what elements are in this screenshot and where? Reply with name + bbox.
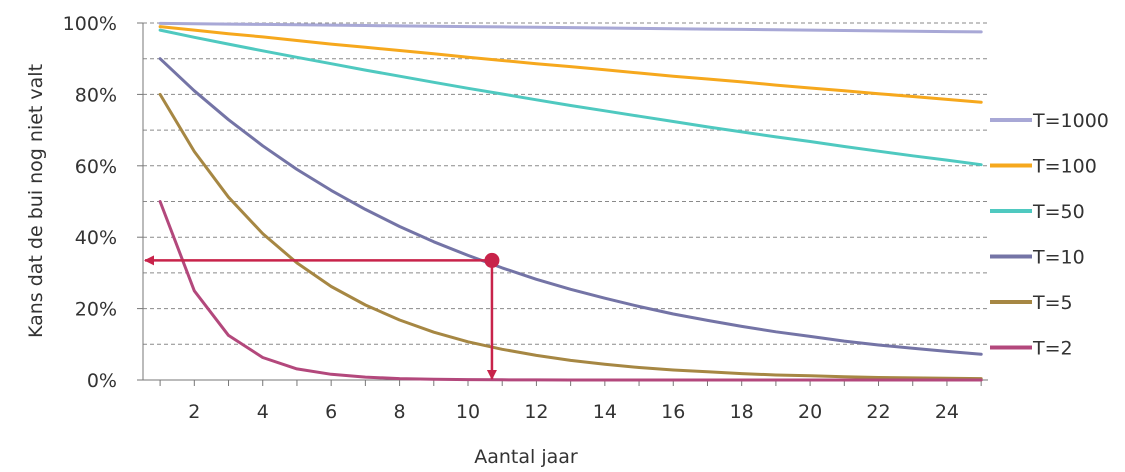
gridlines bbox=[143, 22, 988, 345]
legend-label: T=100 bbox=[1032, 156, 1097, 178]
x-tick-label: 20 bbox=[798, 401, 822, 423]
y-tick-label: 40% bbox=[75, 227, 117, 249]
y-tick-label: 60% bbox=[75, 156, 117, 178]
legend-label: T=1000 bbox=[1032, 110, 1109, 132]
x-tick-label: 2 bbox=[188, 401, 200, 423]
legend: T=1000 T=100 T=50 T=10 T=5 T=2 bbox=[990, 110, 1109, 360]
legend-label: T=5 bbox=[1032, 292, 1073, 314]
series-line-t-2 bbox=[158, 200, 983, 382]
x-tick-label: 12 bbox=[524, 401, 548, 423]
legend-label: T=10 bbox=[1032, 247, 1085, 269]
y-axis-title: Kans dat de bui nog niet valt bbox=[25, 64, 47, 338]
x-tick-label: 14 bbox=[593, 401, 617, 423]
x-tick-label: 6 bbox=[325, 401, 337, 423]
series-line-t-10 bbox=[158, 57, 983, 356]
x-tick-label: 10 bbox=[456, 401, 480, 423]
y-tick-label: 20% bbox=[75, 299, 117, 321]
y-tick-label: 80% bbox=[75, 84, 117, 106]
axes bbox=[137, 22, 988, 386]
annotation bbox=[144, 252, 500, 380]
y-tick-label: 0% bbox=[87, 370, 117, 392]
x-tick-label: 24 bbox=[935, 401, 959, 423]
x-tick-label: 16 bbox=[661, 401, 685, 423]
series-line-t-5 bbox=[158, 92, 983, 381]
series-line-t-100 bbox=[158, 25, 983, 104]
x-tick-label: 4 bbox=[257, 401, 269, 423]
tick-labels: 2 4 6 8 10 12 14 16 18 20 22 240%20%40%60%80%100% bbox=[63, 13, 959, 423]
x-tick-label: 18 bbox=[730, 401, 754, 423]
x-tick-label: 8 bbox=[394, 401, 406, 423]
series-lines bbox=[158, 21, 983, 382]
legend-label: T=50 bbox=[1032, 201, 1085, 223]
y-tick-label: 100% bbox=[63, 13, 117, 35]
series-line-t-1000 bbox=[158, 21, 983, 34]
legend-label: T=2 bbox=[1032, 338, 1073, 360]
x-axis-title: Aantal jaar bbox=[474, 446, 578, 468]
series-line-t-50 bbox=[158, 28, 983, 167]
annotation-marker bbox=[484, 252, 500, 268]
x-tick-label: 22 bbox=[866, 401, 890, 423]
